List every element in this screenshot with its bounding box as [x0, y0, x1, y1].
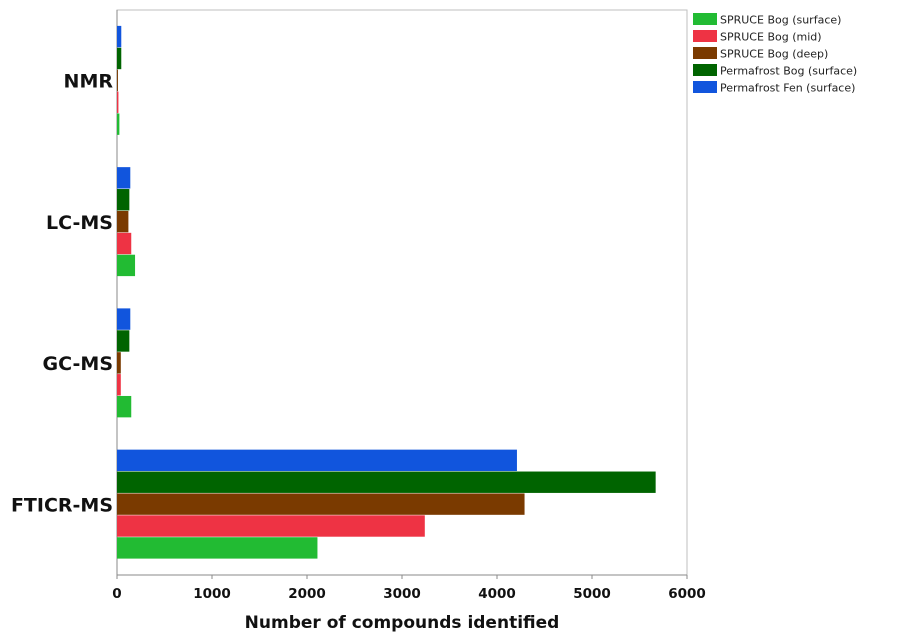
bar-gc-ms-spruce-bog-surface [117, 395, 132, 418]
x-tick-label-3000: 3000 [383, 586, 421, 602]
x-tick-label-1000: 1000 [193, 586, 231, 602]
bar-gc-ms-spruce-bog-deep [117, 352, 121, 374]
bar-fticr-ms-permafrost-fen-surface [117, 449, 517, 472]
legend-label-permafrost-bog-surface: Permafrost Bog (surface) [720, 65, 857, 78]
legend: SPRUCE Bog (surface) SPRUCE Bog (mid) SPRU… [693, 13, 857, 95]
legend-label-spruce-bog-deep: SPRUCE Bog (deep) [720, 48, 828, 61]
category-label-nmr: NMR [64, 71, 114, 93]
legend-label-permafrost-fen-surface: Permafrost Fen (surface) [720, 82, 855, 95]
bar-lc-ms-permafrost-bog-surface [117, 189, 130, 211]
legend-label-spruce-bog-surface: SPRUCE Bog (surface) [720, 14, 841, 27]
category-labels: NMR LC-MS GC-MS FTICR-MS [11, 71, 113, 517]
bar-gc-ms-spruce-bog-mid [117, 374, 121, 396]
legend-label-spruce-bog-mid: SPRUCE Bog (mid) [720, 31, 822, 44]
category-label-gc-ms: GC-MS [43, 353, 113, 375]
bar-nmr-permafrost-fen-surface [117, 25, 122, 48]
legend-swatch-permafrost-bog-surface [693, 64, 717, 76]
bar-lc-ms-spruce-bog-mid [117, 232, 132, 255]
x-tick-label-5000: 5000 [573, 586, 611, 602]
x-tick-label-6000: 6000 [668, 586, 706, 602]
x-axis-title: Number of compounds identified [245, 613, 560, 633]
category-label-fticr-ms: FTICR-MS [11, 494, 113, 516]
x-tick-label-0: 0 [112, 586, 121, 602]
bar-nmr-spruce-bog-mid [117, 91, 119, 113]
category-label-lc-ms: LC-MS [46, 212, 113, 234]
bar-fticr-ms-spruce-bog-deep [117, 493, 525, 515]
bar-fticr-ms-permafrost-bog-surface [117, 471, 656, 493]
bar-nmr-spruce-bog-deep [117, 69, 118, 92]
bar-lc-ms-permafrost-fen-surface [117, 167, 131, 189]
legend-swatch-spruce-bog-mid [693, 30, 717, 42]
bar-gc-ms-permafrost-fen-surface [117, 308, 131, 330]
bar-nmr-permafrost-bog-surface [117, 47, 122, 70]
bar-gc-ms-permafrost-bog-surface [117, 330, 130, 352]
x-tick-label-2000: 2000 [288, 586, 326, 602]
bar-nmr-spruce-bog-surface [117, 113, 120, 135]
bar-fticr-ms-spruce-bog-surface [117, 537, 318, 559]
x-ticks: 0 1000 2000 3000 4000 5000 6000 [112, 575, 706, 602]
legend-swatch-spruce-bog-surface [693, 13, 717, 25]
bars-layer [117, 25, 656, 559]
bar-fticr-ms-spruce-bog-mid [117, 515, 425, 537]
legend-swatch-spruce-bog-deep [693, 47, 717, 59]
legend-swatch-permafrost-fen-surface [693, 81, 717, 93]
bar-lc-ms-spruce-bog-surface [117, 254, 136, 277]
bar-lc-ms-spruce-bog-deep [117, 210, 129, 233]
x-tick-label-4000: 4000 [478, 586, 516, 602]
